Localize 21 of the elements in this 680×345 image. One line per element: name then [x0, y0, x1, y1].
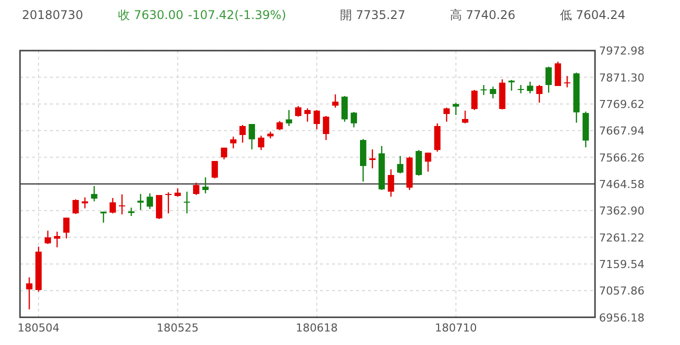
x-tick-label: 180525 [156, 321, 199, 334]
y-tick-label: 7159.54 [599, 258, 644, 271]
y-tick-label: 7667.94 [599, 124, 644, 138]
chart-title: 20180730 [22, 8, 84, 22]
y-tick-label: 6956.18 [599, 311, 644, 324]
y-tick-label: 7769.62 [599, 98, 644, 111]
text: 低 7604.24 [560, 8, 626, 22]
y-tick-label: 7972.98 [599, 44, 644, 58]
y-tick-label: 7261.22 [599, 231, 644, 244]
y-tick-label: 7871.30 [599, 71, 644, 84]
text: 開 7735.27 [340, 8, 406, 22]
x-tick-label: 180710 [434, 321, 477, 334]
y-tick-label: 7566.26 [599, 151, 644, 164]
x-tick-label: 180618 [296, 321, 338, 334]
y-tick-label: 7362.90 [599, 204, 644, 218]
x-tick-label: 180504 [18, 321, 60, 334]
text: -107.42(-1.39%) [188, 8, 286, 22]
text: 高 7740.26 [450, 8, 516, 22]
y-tick-label: 7057.86 [599, 284, 644, 298]
text: 收 7630.00 [118, 8, 184, 22]
y-tick-label: 7464.58 [599, 178, 644, 191]
